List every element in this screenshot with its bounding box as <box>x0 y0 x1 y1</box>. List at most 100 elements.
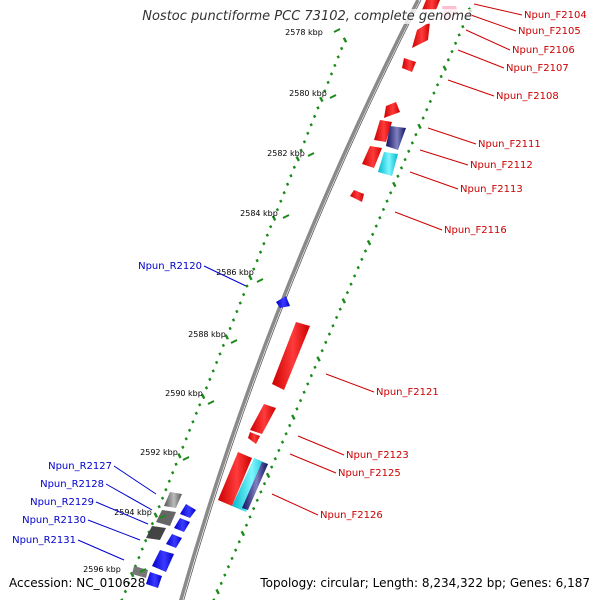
gc-dot-inner <box>120 598 124 600</box>
gc-dot-inner <box>312 114 317 119</box>
gene-label-forward: Npun_F2106 <box>512 45 575 56</box>
gc-dot-outer <box>295 407 299 411</box>
gene-label-forward: Npun_F2105 <box>518 26 581 37</box>
gene-label-forward: Npun_F2113 <box>460 184 523 195</box>
gc-dot-outer <box>414 132 418 137</box>
gc-dot-inner <box>194 411 199 416</box>
tick-mark <box>329 94 337 99</box>
gc-dot-outer <box>284 432 288 436</box>
genome-title: Nostoc punctiforme PCC 73102, complete g… <box>142 9 472 24</box>
leader-line <box>105 483 153 511</box>
gc-dot-outer <box>212 598 216 600</box>
gc-dot-inner <box>336 55 340 59</box>
leader-line <box>325 373 375 393</box>
gc-dot-inner <box>285 182 290 186</box>
gc-dot-outer <box>442 65 447 71</box>
gene-label-forward: Npun_F2116 <box>444 225 507 236</box>
gc-dot-inner <box>184 437 188 441</box>
gc-dot-inner <box>265 233 269 237</box>
gc-dot-inner <box>295 156 300 162</box>
gene-forward <box>412 22 430 48</box>
gc-dot-outer <box>240 530 246 537</box>
tick-label: 2584 kbp <box>240 209 278 218</box>
gc-dot-inner <box>123 589 128 594</box>
gene-reverse <box>174 518 190 532</box>
gc-dot-inner <box>279 199 283 203</box>
gc-dot-outer <box>421 116 425 120</box>
gene-forward-navy <box>242 462 268 510</box>
gc-dot-inner <box>204 386 209 390</box>
gc-dot-inner <box>127 581 131 585</box>
gene-forward <box>422 0 440 10</box>
gc-dot-inner <box>248 274 253 281</box>
gc-dot-inner <box>143 538 148 543</box>
gene-reverse <box>276 296 290 308</box>
gc-dot-inner <box>262 241 266 246</box>
tick-label: 2586 kbp <box>216 268 254 277</box>
leader-line <box>77 539 125 561</box>
leader-line <box>465 29 511 51</box>
gc-dot-outer <box>349 282 353 286</box>
gc-dot-outer <box>327 332 332 336</box>
gc-dot-outer <box>248 515 252 519</box>
gc-dot-inner <box>282 191 286 195</box>
gene-forward <box>350 190 364 202</box>
gc-dot-outer <box>446 58 451 62</box>
gene-reverse <box>166 534 182 548</box>
leader-line <box>95 501 149 525</box>
gc-dot-outer <box>370 232 375 237</box>
tick-label: 2588 kbp <box>188 330 226 339</box>
gc-dot-outer <box>223 573 227 577</box>
gc-dot-outer <box>230 556 234 561</box>
gc-dot-inner <box>160 496 165 500</box>
gc-dot-outer <box>320 348 324 353</box>
gc-dot-outer <box>435 83 440 87</box>
gc-dot-inner <box>211 369 215 373</box>
gc-dot-inner <box>129 571 135 578</box>
gc-dot-inner <box>333 63 337 68</box>
gc-dot-inner <box>319 96 324 103</box>
tick-mark <box>230 339 238 344</box>
gene-label-forward: Npun_F2104 <box>524 10 587 21</box>
gc-dot-inner <box>171 471 175 475</box>
gc-dot-outer <box>453 41 458 45</box>
gc-dot-inner <box>241 292 246 297</box>
gc-dot-outer <box>461 24 465 29</box>
gene-label-forward: Npun_F2121 <box>376 387 439 398</box>
gc-dot-inner <box>271 215 277 221</box>
leader-line <box>87 519 141 541</box>
gc-dot-outer <box>392 181 397 188</box>
gc-dot-outer <box>389 191 393 195</box>
gc-dot-outer <box>309 373 314 378</box>
gc-dot-inner <box>231 318 236 322</box>
gc-dot-inner <box>316 106 320 110</box>
gene-label-forward: Npun_F2112 <box>470 160 533 171</box>
gc-dot-inner <box>150 521 155 526</box>
gene-reverse-grey <box>164 492 182 508</box>
gene-reverse-grey <box>146 526 166 540</box>
gc-dot-outer <box>306 382 310 386</box>
accession-label: Accession: NC_010628 <box>9 576 146 590</box>
gc-dot-inner <box>255 258 259 263</box>
gene-label-reverse: Npun_R2127 <box>48 461 112 472</box>
gc-dot-inner <box>235 309 239 314</box>
gc-dot-inner <box>302 140 307 144</box>
gc-dot-outer <box>291 414 296 420</box>
kbp-ticks: 2578 kbp 2580 kbp 2582 kbp 2584 kbp 2586 kbp… <box>83 28 341 574</box>
gc-dot-inner <box>187 428 192 433</box>
gc-dot-outer <box>324 340 328 345</box>
gc-dot-inner <box>228 326 232 331</box>
gc-dot-inner <box>329 72 334 76</box>
gc-dot-inner <box>309 123 313 127</box>
gc-dot-outer <box>255 498 259 502</box>
gc-dot-outer <box>410 141 414 145</box>
gc-dot-outer <box>259 490 263 494</box>
gc-dot-inner <box>153 512 159 518</box>
gc-dot-inner <box>299 148 303 153</box>
gc-dot-outer <box>316 356 321 362</box>
gene-reverse <box>146 572 162 588</box>
gc-dot-outer <box>338 307 342 311</box>
gc-dot-outer <box>345 290 350 295</box>
